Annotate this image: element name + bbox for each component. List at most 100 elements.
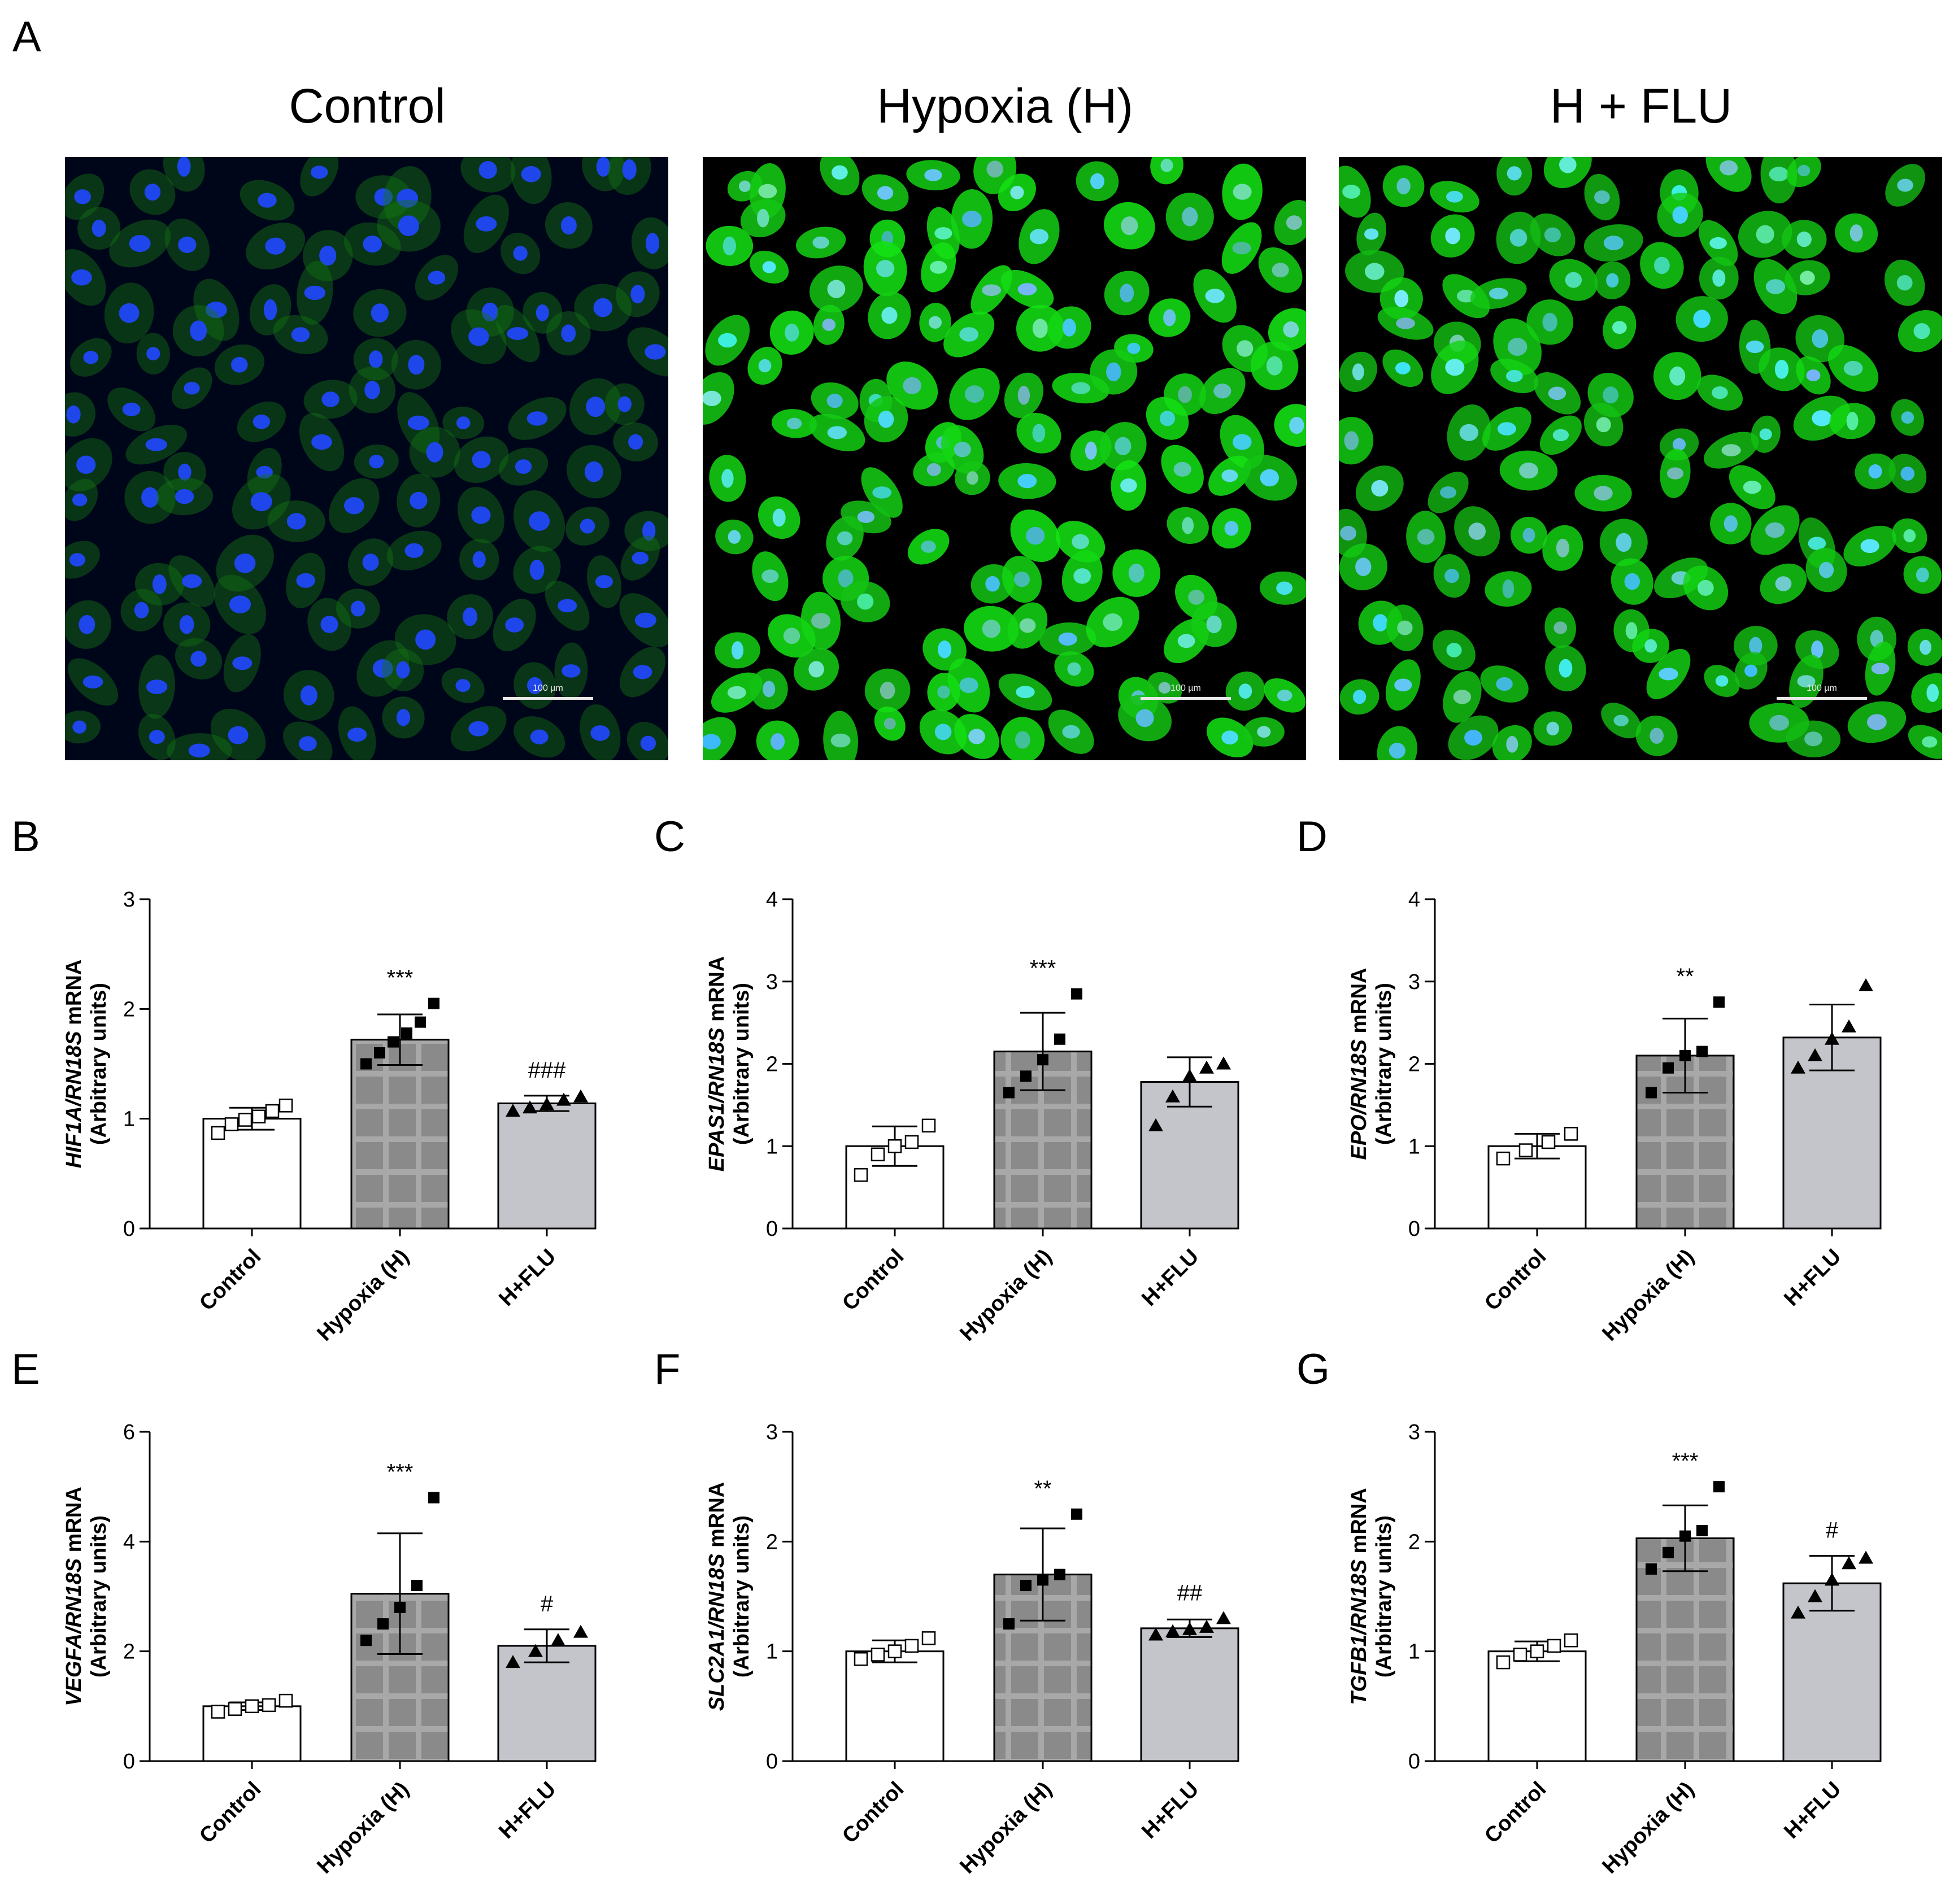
data-point-square-filled <box>1020 1070 1032 1082</box>
cell-nucleus <box>758 184 777 199</box>
cell-nucleus <box>959 677 978 694</box>
cell-nucleus <box>1644 639 1657 653</box>
cell-nucleus <box>1355 557 1372 576</box>
cell-nucleus <box>1221 469 1238 482</box>
micrograph-control: 100 µm <box>65 157 668 760</box>
cell-nucleus <box>758 359 772 373</box>
cell-nucleus <box>455 679 471 692</box>
y-axis-label: EPO/RN18S mRNA <box>1347 968 1371 1160</box>
cell-nucleus <box>1709 237 1727 249</box>
cell-nucleus <box>72 720 86 734</box>
cell-nucleus <box>1445 359 1465 376</box>
y-axis-label-suffix: mRNA <box>1347 968 1371 1040</box>
cell-nucleus <box>1556 538 1569 557</box>
cell-nucleus <box>184 382 200 395</box>
cell-nucleus <box>1115 437 1132 455</box>
cell-nucleus <box>827 426 847 439</box>
cell-field-control <box>65 157 668 760</box>
data-point-square-open <box>1513 1648 1527 1662</box>
scale-bar-label: 100 µm <box>533 683 563 693</box>
cell-nucleus <box>739 180 751 192</box>
cell-nucleus <box>1233 184 1252 200</box>
cell-nucleus <box>1394 678 1412 692</box>
y-tick-label: 1 <box>1408 1640 1420 1664</box>
data-point-triangle <box>1791 1060 1805 1074</box>
panel-letter: G <box>1296 1345 1330 1393</box>
y-tick-label: 3 <box>766 1421 778 1444</box>
data-point-square-filled <box>1037 1574 1048 1586</box>
x-tick-label: Hypoxia (H) <box>312 1777 414 1879</box>
cell-nucleus <box>772 508 786 527</box>
data-point-square-open <box>1518 1143 1533 1157</box>
cell-nucleus <box>1800 271 1815 285</box>
data-point-triangle <box>506 1104 520 1117</box>
data-point-square-open <box>238 1113 253 1127</box>
cell-nucleus <box>1860 539 1879 554</box>
cell-nucleus <box>986 160 1003 178</box>
cell-nucleus <box>410 491 428 509</box>
cell-nucleus <box>1365 263 1385 280</box>
data-point-triangle <box>1148 1627 1163 1641</box>
cell-nucleus <box>630 285 645 304</box>
cell-nucleus <box>344 497 364 515</box>
cell-nucleus <box>515 459 532 474</box>
cell-nucleus <box>1453 690 1472 704</box>
x-tick-label: Hypoxia (H) <box>312 1245 414 1346</box>
cell-nucleus <box>827 280 846 298</box>
data-point-square-open <box>245 1699 259 1714</box>
cell-nucleus <box>872 486 892 499</box>
cell-nucleus <box>903 377 921 394</box>
y-tick-label: 2 <box>766 1053 778 1077</box>
x-tick-label: H+FLU <box>1779 1777 1846 1844</box>
cell-nucleus <box>527 677 543 694</box>
cell-nucleus <box>1489 287 1508 299</box>
cell-nucleus <box>1135 709 1154 727</box>
data-point-triangle <box>1182 1069 1197 1082</box>
y-axis-label-suffix: mRNA <box>1347 1488 1371 1559</box>
data-point-square-open <box>278 1693 293 1708</box>
cell-nucleus <box>1120 284 1134 303</box>
cell-nucleus <box>529 511 550 531</box>
cell-nucleus <box>1182 207 1198 226</box>
cell-nucleus <box>1237 340 1254 357</box>
cell-nucleus <box>1260 469 1279 487</box>
cell-nucleus <box>876 260 895 277</box>
data-point-triangle <box>556 1092 571 1106</box>
cell-nucleus <box>507 327 529 340</box>
cell-nucleus <box>1818 561 1834 578</box>
cell-nucleus <box>1389 743 1405 759</box>
chart-panel-g: G 0 1 2 3 TGFB1/RN18S mRNA (Arbitrary units) Co… <box>1296 1345 1882 1879</box>
cell-nucleus <box>1289 417 1304 434</box>
cell-nucleus <box>982 620 1000 638</box>
cell-nucleus <box>456 416 471 430</box>
scale-bar-label: 100 µm <box>1170 683 1201 693</box>
bar-control <box>202 1118 302 1230</box>
cell-nucleus <box>372 659 393 678</box>
cell-nucleus <box>396 661 410 679</box>
data-point-triangle <box>1825 1572 1839 1586</box>
data-point-square-open <box>224 1117 239 1131</box>
significance-label: *** <box>387 1460 414 1485</box>
cell-nucleus <box>1017 386 1030 405</box>
cell-nucleus <box>374 188 393 206</box>
cell-nucleus <box>1507 166 1522 181</box>
data-point-square-open <box>262 1698 276 1713</box>
data-point-square-filled <box>1696 1524 1708 1536</box>
cell-nucleus <box>351 600 365 617</box>
cell-nucleus <box>1650 727 1664 744</box>
cell-nucleus <box>1926 683 1939 702</box>
data-point-square-filled <box>1646 1563 1657 1575</box>
cell-nucleus <box>926 463 941 476</box>
data-point-triangle <box>1842 1019 1856 1032</box>
data-point-square-filled <box>1646 1087 1657 1099</box>
cell-nucleus <box>404 543 424 558</box>
data-point-square-open <box>854 1168 868 1182</box>
data-point-square-filled <box>1020 1580 1032 1592</box>
cell-nucleus <box>1353 690 1367 704</box>
cell-nucleus <box>188 743 210 758</box>
chart-panel-f: F 0 1 2 3 SLC2A1/RN18S mRNA (Arbitrary units) C… <box>654 1345 1239 1879</box>
cell-nucleus <box>962 211 982 228</box>
cell-nucleus <box>1765 279 1786 294</box>
cell-nucleus <box>304 285 326 300</box>
